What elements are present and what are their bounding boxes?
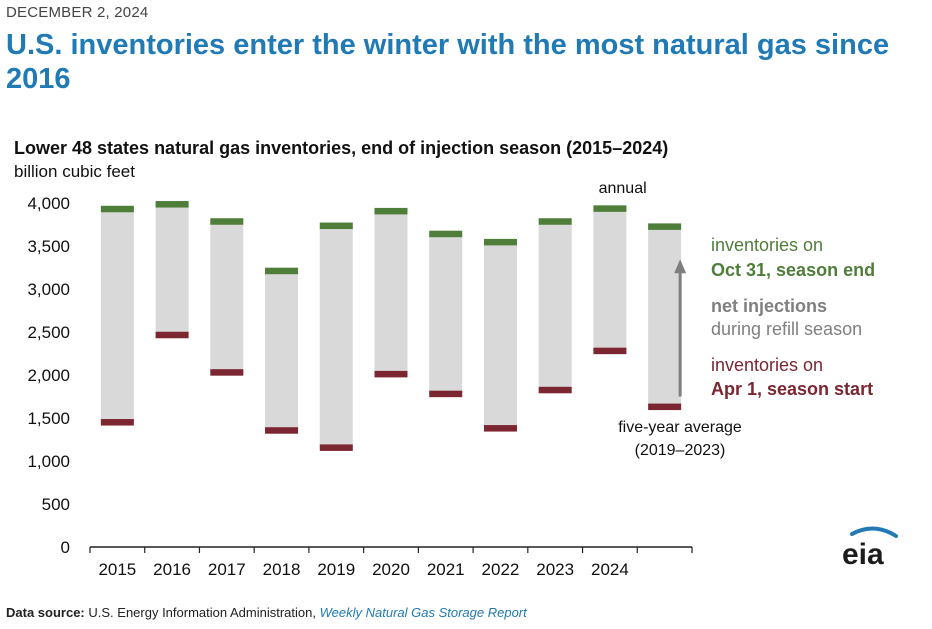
x-tick-label: 2021 (427, 560, 465, 579)
source-org: U.S. Energy Information Administration, (88, 605, 316, 620)
x-tick-label: 2020 (372, 560, 410, 579)
season-end-marker (155, 201, 189, 208)
annotation-annual: annual (599, 180, 647, 197)
injection-bar (319, 225, 353, 448)
injection-bar (155, 204, 189, 336)
x-tick-label: 2016 (153, 560, 191, 579)
season-end-marker (483, 238, 517, 246)
eia-logo-icon: eia (842, 526, 898, 568)
injection-bar (374, 211, 408, 375)
x-tick-label: 2017 (208, 560, 246, 579)
injection-bar (429, 233, 463, 394)
season-start-marker (265, 427, 299, 434)
x-tick-label: 2023 (536, 560, 574, 579)
x-tick-label: 2024 (591, 560, 629, 579)
legend-net-label: during refill season (711, 319, 862, 339)
season-start-marker (155, 331, 189, 339)
y-tick-label: 4,000 (27, 194, 70, 213)
annotation-five-year-range: (2019–2023) (635, 442, 726, 459)
annotation-five-year-average: five-year average (618, 419, 742, 436)
season-start-marker (429, 390, 463, 398)
season-end-marker (374, 207, 408, 215)
season-end-marker (429, 230, 463, 238)
date-label: DECEMBER 2, 2024 (6, 4, 149, 21)
source-label: Data source: (6, 605, 85, 620)
legend-start-label: inventories on (711, 355, 823, 375)
arrow-head-icon (674, 259, 687, 274)
season-end-marker (593, 205, 627, 212)
y-tick-label: 3,000 (27, 280, 70, 299)
injection-bar (483, 242, 517, 429)
season-end-marker (538, 218, 572, 225)
season-start-marker (483, 425, 517, 432)
season-start-marker (319, 444, 353, 451)
legend-end-label: inventories on (711, 235, 823, 255)
injection-bar (648, 226, 682, 407)
season-start-marker (210, 369, 244, 376)
injection-bar (593, 208, 627, 351)
y-tick-label: 1,000 (27, 452, 70, 471)
season-start-marker (374, 370, 408, 378)
source-report-link[interactable]: Weekly Natural Gas Storage Report (319, 605, 527, 620)
x-tick-label: 2019 (317, 560, 355, 579)
y-tick-label: 0 (61, 538, 70, 557)
injection-bar (100, 209, 134, 423)
x-tick-label: 2018 (263, 560, 301, 579)
legend-end-label-bold: Oct 31, season end (711, 260, 875, 280)
season-end-marker (648, 223, 682, 230)
y-tick-label: 500 (42, 495, 70, 514)
injection-bar (210, 221, 244, 373)
season-end-marker (210, 218, 244, 225)
season-start-marker (648, 403, 682, 411)
season-end-marker (265, 267, 299, 275)
season-start-marker (100, 419, 134, 426)
page-title: U.S. inventories enter the winter with t… (6, 29, 890, 95)
y-axis-label: billion cubic feet (14, 162, 135, 181)
y-tick-label: 2,500 (27, 323, 70, 342)
season-start-marker (593, 347, 627, 355)
season-start-marker (538, 386, 572, 394)
y-tick-label: 2,000 (27, 366, 70, 385)
legend-start-label-bold: Apr 1, season start (711, 379, 873, 399)
data-source: Data source: U.S. Energy Information Adm… (6, 605, 527, 620)
logo-text: eia (842, 538, 884, 568)
x-tick-label: 2015 (98, 560, 136, 579)
y-tick-label: 3,500 (27, 237, 70, 256)
season-end-marker (100, 205, 134, 213)
y-tick-label: 1,500 (27, 409, 70, 428)
legend-net-label-bold: net injections (711, 296, 827, 316)
chart-title: Lower 48 states natural gas inventories,… (14, 138, 669, 158)
injection-bar (538, 221, 572, 391)
x-tick-label: 2022 (482, 560, 520, 579)
season-end-marker (319, 222, 353, 230)
injection-bar (265, 270, 299, 431)
